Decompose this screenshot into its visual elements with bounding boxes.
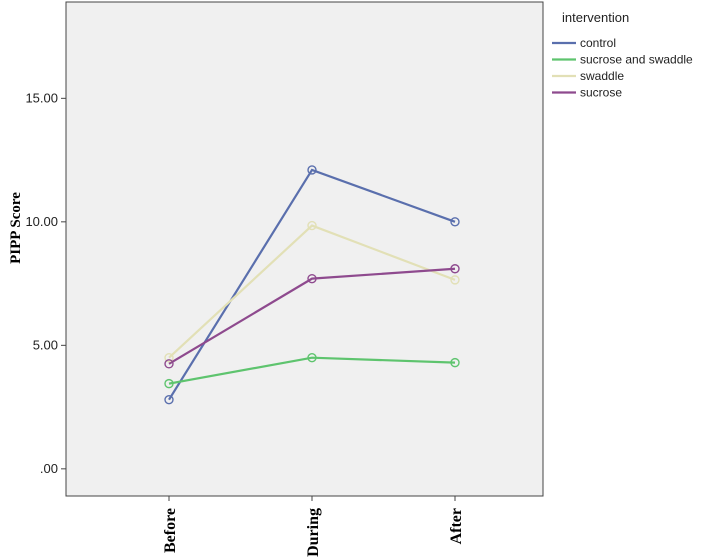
- plot-area: [65, 1, 544, 497]
- data-point: [450, 217, 460, 227]
- data-point: [307, 165, 317, 175]
- x-tick-label: During: [305, 508, 322, 557]
- y-tick-label: .00: [40, 461, 58, 476]
- data-point: [307, 273, 317, 284]
- series-layer: [164, 165, 460, 405]
- x-tick-label: After: [448, 508, 465, 544]
- series-line-sucrose: [168, 267, 456, 365]
- legend-label: sucrose and swaddle: [580, 53, 693, 67]
- y-axis-title: PIPP Score: [8, 192, 24, 264]
- data-point: [450, 275, 460, 285]
- legend-label: sucrose: [580, 86, 622, 100]
- series-line-control: [168, 168, 456, 401]
- x-axis: Before During After: [162, 496, 465, 557]
- legend-label: swaddle: [580, 69, 624, 83]
- legend-title: intervention: [562, 10, 629, 25]
- data-point: [164, 394, 174, 405]
- y-tick-label: 10.00: [25, 214, 58, 229]
- series-line-swaddle: [168, 224, 456, 359]
- data-point: [164, 378, 174, 389]
- data-point: [307, 352, 317, 363]
- legend: intervention control sucrose and swaddle s…: [552, 10, 693, 100]
- y-tick-label: 5.00: [33, 337, 58, 352]
- data-point: [450, 357, 460, 368]
- data-point: [307, 220, 317, 231]
- data-point: [450, 264, 460, 274]
- y-axis: .00 5.00 10.00 15.00: [25, 90, 66, 476]
- x-tick-label: Before: [162, 508, 179, 553]
- legend-label: control: [580, 36, 616, 50]
- data-point: [164, 359, 174, 369]
- series-line-sucrose-and-swaddle: [168, 356, 456, 385]
- data-point: [164, 352, 174, 363]
- y-tick-label: 15.00: [25, 90, 58, 105]
